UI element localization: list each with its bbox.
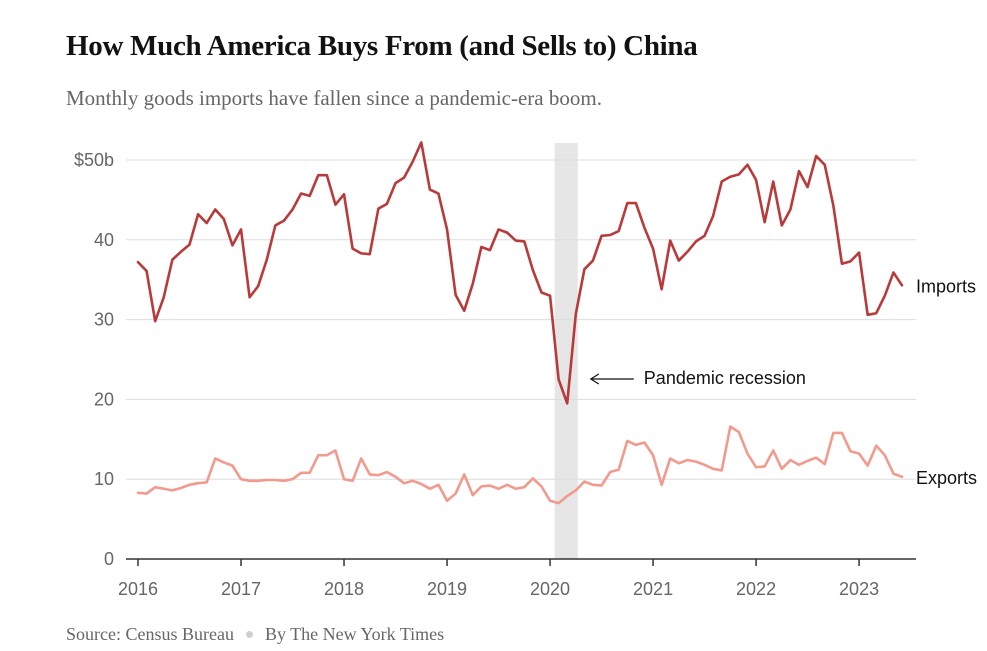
chart-subtitle: Monthly goods imports have fallen since … [66, 86, 602, 110]
y-tick-label: 30 [94, 310, 114, 330]
x-tick-label: 2023 [839, 579, 879, 599]
x-tick-label: 2016 [118, 579, 158, 599]
source-note: Source: Census Bureau [66, 624, 234, 644]
recession-layer [554, 143, 578, 559]
y-tick-label: $50b [74, 150, 114, 170]
x-tick-label: 2017 [221, 579, 261, 599]
x-tick-label: 2018 [324, 579, 364, 599]
x-tick-label: 2022 [736, 579, 776, 599]
series-layer [136, 141, 904, 505]
x-tick-label: 2019 [427, 579, 467, 599]
exports-series-label: Exports [916, 468, 977, 488]
separator-dot [245, 630, 253, 638]
exports-line [136, 425, 904, 505]
x-tick-label: 2020 [530, 579, 570, 599]
y-tick-label: 10 [94, 469, 114, 489]
imports-line [136, 141, 904, 405]
x-tick-label: 2021 [633, 579, 673, 599]
y-tick-label: 0 [104, 549, 114, 569]
y-tick-label: 20 [94, 389, 114, 409]
label-layer: Imports Exports Pandemic recession [589, 276, 977, 488]
byline: By The New York Times [264, 624, 445, 644]
pandemic-recession-annotation: Pandemic recession [644, 368, 806, 388]
chart-footer: Source: Census Bureau By The New York Tim… [66, 624, 444, 645]
imports-series-label: Imports [916, 276, 976, 296]
recession-band [554, 143, 578, 559]
y-tick-label: 40 [94, 230, 114, 250]
axis-layer: 2016 2017 2018 2019 2020 2021 2022 2023 [118, 558, 916, 599]
chart-title: How Much America Buys From (and Sells to… [66, 30, 698, 62]
annotation-arrow-head [589, 373, 600, 385]
